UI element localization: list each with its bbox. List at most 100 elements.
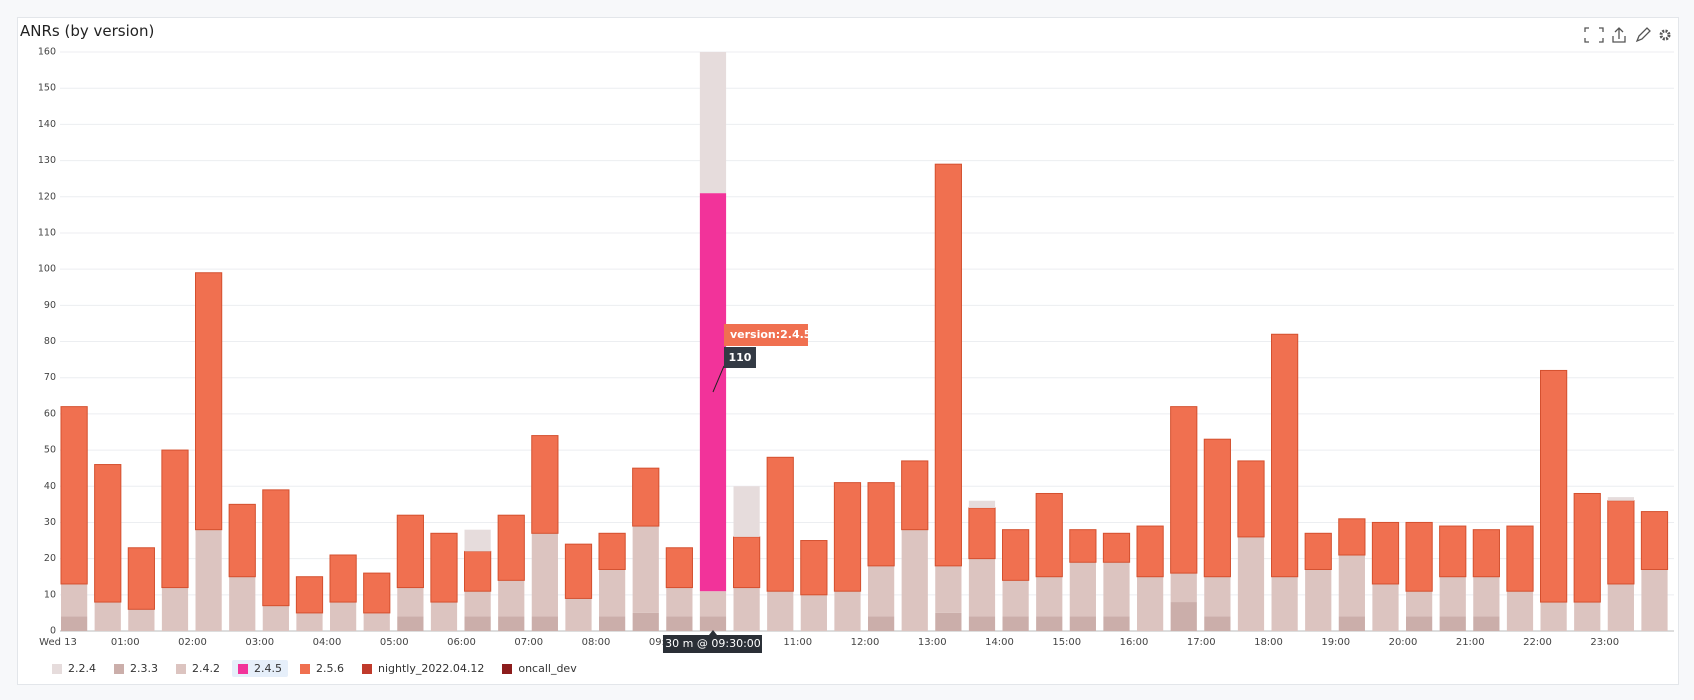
bar-segment [195, 529, 222, 631]
y-tick-label: 0 [50, 626, 56, 637]
bar-segment [632, 467, 660, 527]
bar-segment [666, 616, 693, 631]
bar-segment [531, 435, 559, 534]
x-tick-label: 01:00 [111, 637, 140, 648]
bar-segment [330, 602, 357, 631]
bar-segment [195, 272, 223, 531]
x-tick-label: 05:00 [380, 637, 409, 648]
bar-segment [632, 526, 659, 613]
bar-segment [61, 583, 88, 617]
x-tick-label: 14:00 [985, 637, 1014, 648]
x-tick-label: 12:00 [851, 637, 880, 648]
bar-segment [1170, 406, 1198, 574]
bar-segment [1640, 511, 1669, 570]
bar-segment [968, 616, 996, 631]
y-tick-label: 10 [44, 589, 56, 600]
bar-segment [598, 532, 626, 570]
x-tick-label: 20:00 [1389, 637, 1418, 648]
x-hover-arrow [708, 630, 717, 635]
x-hover-label: 30 m @ 09:30:00 [665, 637, 761, 650]
legend-swatch [114, 663, 124, 674]
bar-segment [1204, 616, 1231, 631]
hover-tag [723, 324, 808, 346]
bar-segment [599, 569, 626, 617]
bar-segment [1338, 616, 1365, 631]
bar-segment [1540, 369, 1568, 603]
bar-segment [363, 612, 390, 631]
bar-segment [430, 532, 458, 603]
bar-segment [867, 482, 895, 567]
bar-segment [968, 500, 996, 508]
x-tick-label: 03:00 [245, 637, 274, 648]
legend-item[interactable]: oncall_dev [496, 660, 582, 677]
bar-segment [497, 514, 525, 581]
bar-segment [464, 529, 491, 552]
bar-segment [1540, 602, 1567, 631]
bar-segment [329, 554, 357, 603]
bar-segment [1271, 576, 1298, 631]
bar-segment [1406, 591, 1433, 617]
bar-segment [396, 514, 424, 589]
bar-segment [1170, 602, 1197, 631]
legend-item[interactable]: 2.2.4 [46, 660, 102, 677]
y-tick-label: 90 [44, 300, 56, 311]
x-tick-label: 18:00 [1254, 637, 1283, 648]
bar-segment [833, 482, 862, 592]
legend-item[interactable]: 2.4.5 [232, 660, 288, 677]
bar-segment [666, 587, 693, 617]
legend-item[interactable]: 2.4.2 [170, 660, 226, 677]
bar-segment [665, 547, 693, 589]
toolbar[interactable] [1584, 27, 1671, 43]
bar-segment [531, 616, 558, 631]
fullscreen-icon[interactable] [1584, 27, 1604, 43]
x-hover-box [662, 635, 762, 653]
bar-segment [767, 591, 794, 631]
legend-label: nightly_2022.04.12 [378, 662, 485, 675]
y-tick-label: 110 [38, 227, 56, 238]
bar-segment [934, 163, 962, 567]
legend-swatch [502, 663, 513, 674]
bar-segment [61, 616, 88, 631]
y-tick-label: 130 [38, 155, 56, 166]
bar-segment [935, 612, 962, 631]
bar-segment [1103, 616, 1130, 631]
bar-segment [1069, 562, 1096, 617]
hover-value-box [723, 347, 756, 368]
settings-icon[interactable] [1659, 29, 1671, 41]
legend-item[interactable]: 2.3.3 [108, 660, 164, 677]
bar-segment [800, 594, 827, 631]
bar-segment [464, 591, 491, 617]
y-tick-label: 70 [44, 372, 56, 383]
x-tick-label: 06:00 [447, 637, 476, 648]
legend-swatch [176, 663, 186, 674]
bar-segment [161, 449, 189, 589]
bar-segment [229, 576, 256, 631]
bar-segment [968, 507, 996, 560]
bar-segment [1472, 529, 1500, 578]
export-icon[interactable] [1612, 27, 1626, 43]
bar-segment [464, 616, 491, 631]
bar-segment [1439, 576, 1466, 617]
y-tick-label: 50 [44, 445, 56, 456]
bar-segment [498, 616, 525, 631]
legend-item[interactable]: 2.5.6 [294, 660, 350, 677]
bar-segment [699, 193, 727, 592]
bar-segment [1137, 576, 1164, 631]
edit-icon[interactable] [1635, 27, 1651, 43]
x-tick-label: 19:00 [1321, 637, 1350, 648]
bar-segment [60, 406, 88, 585]
legend-label: 2.2.4 [68, 662, 96, 675]
bar-segment [868, 565, 895, 617]
y-tick-label: 150 [38, 83, 56, 94]
bar-segment [1473, 576, 1500, 617]
bar-segment [1406, 616, 1433, 631]
bar-segment [868, 616, 895, 631]
bar-segment [94, 464, 122, 603]
bar-segment [1607, 497, 1634, 501]
bar-segment [262, 605, 289, 631]
bar-segment [1473, 616, 1500, 631]
legend-item[interactable]: nightly_2022.04.12 [356, 660, 490, 677]
bar-segment [935, 565, 962, 613]
hover-tag-label: version:2.4.5 [730, 328, 811, 341]
hover-pointer [712, 365, 725, 393]
